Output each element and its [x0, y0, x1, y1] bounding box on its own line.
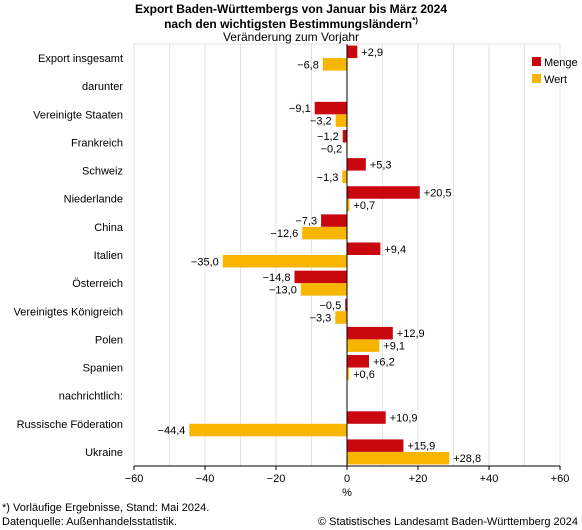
category-label: Österreich	[72, 278, 123, 290]
x-tick-label: +40	[480, 473, 499, 485]
bar-menge	[294, 270, 347, 284]
legend-swatch-menge	[532, 57, 541, 66]
data-label: +15,9	[407, 441, 435, 453]
x-tick-label: −60	[125, 473, 144, 485]
data-label: −0,5	[320, 300, 342, 312]
category-label: darunter	[82, 81, 123, 93]
bar-menge	[347, 326, 393, 340]
data-label: +10,9	[390, 413, 418, 425]
bar-wert	[347, 451, 450, 465]
legend-label-wert: Wert	[544, 74, 567, 86]
category-label: Frankreich	[71, 137, 123, 149]
x-tick-label: 0	[344, 473, 350, 485]
data-label: −3,3	[310, 313, 332, 325]
chart-title-line2: nach den wichtigsten Bestimmungsländern*…	[0, 16, 582, 31]
bar-menge	[347, 355, 370, 368]
legend-label-menge: Menge	[544, 57, 578, 69]
bar-menge	[314, 101, 347, 115]
data-label: +28,8	[453, 453, 481, 465]
bar-chart: Export insgesamt darunter Vereinigte Staat…	[14, 43, 578, 499]
category-label: Vereinigte Staaten	[33, 109, 123, 121]
data-label: −1,2	[317, 131, 339, 143]
bar-menge	[345, 298, 347, 312]
data-label: +0,7	[353, 200, 375, 212]
copyright-note: © Statistisches Landesamt Baden-Württemb…	[317, 516, 578, 528]
bar-wert	[302, 226, 347, 240]
category-label: Italien	[94, 250, 123, 262]
category-label: Schweiz	[82, 166, 123, 178]
bar-menge	[347, 439, 404, 452]
bar-wert	[347, 339, 380, 352]
data-label: +6,2	[373, 356, 395, 368]
data-label: −3,2	[310, 116, 332, 128]
legend-swatch-wert	[532, 74, 541, 83]
bar-wert	[347, 367, 350, 381]
bar-wert	[342, 170, 347, 184]
bar-menge	[347, 186, 420, 199]
data-label: +12,9	[397, 328, 425, 340]
data-label: −13,0	[269, 284, 297, 296]
bar-wert	[335, 114, 347, 127]
data-label: +2,9	[361, 47, 383, 59]
data-label: −0,2	[321, 144, 343, 156]
data-label: −44,4	[158, 425, 186, 437]
source-note: Datenquelle: Außenhandelsstatistik.	[2, 516, 177, 528]
category-label: nachrichtlich:	[59, 391, 123, 403]
chart-title: Export Baden-Württembergs von Januar bis…	[134, 2, 448, 16]
category-label: China	[94, 222, 124, 234]
x-axis-label: %	[342, 487, 352, 499]
data-label: +0,6	[353, 369, 375, 381]
category-label: Russische Föderation	[17, 419, 123, 431]
bar-wert	[189, 423, 347, 437]
data-label: −6,8	[297, 59, 319, 71]
x-tick-label: +60	[551, 473, 570, 485]
x-tick-label: +20	[409, 473, 428, 485]
category-label: Polen	[95, 334, 123, 346]
bar-menge	[347, 45, 358, 59]
chart-subtitle: Veränderung zum Vorjahr	[222, 30, 360, 44]
chart-title-text: nach den wichtigsten Bestimmungsländern	[164, 17, 413, 31]
category-label: Export insgesamt	[38, 53, 123, 65]
footnote: *) Vorläufige Ergebnisse, Stand: Mai 202…	[2, 502, 210, 514]
data-label: −14,8	[263, 272, 291, 284]
data-label: −35,0	[191, 256, 219, 268]
x-tick-label: −20	[267, 473, 286, 485]
data-label: +5,3	[370, 159, 392, 171]
category-label: Vereinigtes Königreich	[14, 306, 123, 318]
bar-wert	[222, 255, 347, 268]
bar-wert	[335, 311, 347, 324]
bar-menge	[347, 242, 381, 255]
bar-menge	[321, 214, 347, 227]
category-label: Spanien	[83, 363, 123, 375]
data-label: +9,1	[383, 341, 405, 353]
footnote-marker: *)	[412, 16, 418, 25]
bar-menge	[347, 158, 366, 171]
data-label: −12,6	[270, 228, 298, 240]
category-label: Ukraine	[85, 447, 123, 459]
data-label: −9,1	[289, 103, 311, 115]
data-label: +9,4	[384, 244, 406, 256]
data-label: −7,3	[295, 216, 317, 228]
x-tick-label: −40	[196, 473, 215, 485]
bar-menge	[347, 411, 386, 424]
bar-wert	[300, 283, 347, 296]
bar-menge	[342, 129, 347, 143]
bar-wert	[347, 198, 350, 212]
bar-wert	[322, 58, 347, 71]
data-label: −1,3	[317, 172, 339, 184]
category-label: Niederlande	[64, 194, 123, 206]
data-label: +20,5	[424, 187, 452, 199]
